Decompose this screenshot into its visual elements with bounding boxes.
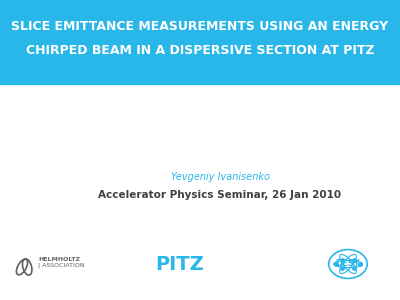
- Bar: [0, 0, 400, 84]
- Text: Accelerator Physics Seminar, 26 Jan 2010: Accelerator Physics Seminar, 26 Jan 2010: [98, 190, 342, 200]
- Text: HELMHOLTZ: HELMHOLTZ: [38, 257, 80, 262]
- Text: CHIRPED BEAM IN A DISPERSIVE SECTION AT PITZ: CHIRPED BEAM IN A DISPERSIVE SECTION AT …: [26, 44, 374, 58]
- Text: Yevgeniy Ivanisenko: Yevgeniy Ivanisenko: [170, 172, 270, 182]
- Text: DESY: DESY: [336, 260, 360, 268]
- Text: SLICE EMITTANCE MEASUREMENTS USING AN ENERGY: SLICE EMITTANCE MEASUREMENTS USING AN EN…: [12, 20, 388, 34]
- Text: | ASSOCIATION: | ASSOCIATION: [38, 263, 85, 268]
- Text: PITZ: PITZ: [156, 254, 204, 274]
